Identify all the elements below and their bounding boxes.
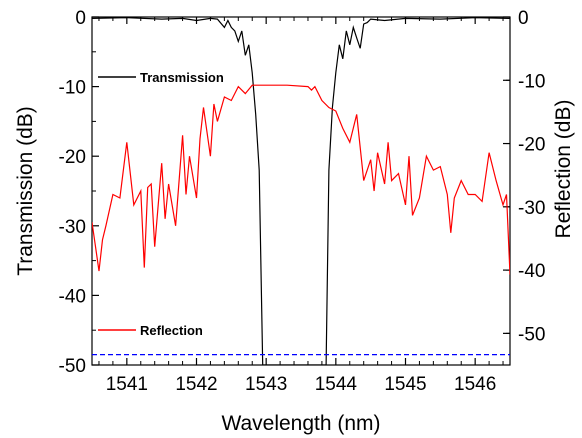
ticks-layer: 1541 1542 1543 1544 1545 1546 0 -10 -20 -30 -40 -50… (59, 8, 546, 395)
y-right-tick-label: -20 (518, 135, 545, 156)
y-right-tick-label: -50 (518, 324, 545, 345)
x-tick-label: 1541 (106, 374, 148, 395)
x-tick-label: 1546 (454, 374, 496, 395)
y-left-tick-label: -10 (59, 78, 86, 99)
legend-label-transmission: Transmission (140, 70, 224, 85)
y-axis-left-title: Transmission (dB) (14, 106, 37, 276)
y-left-tick-label: -40 (59, 286, 86, 307)
y-axis-right-title: Reflection (dB) (552, 100, 575, 239)
legend: Transmission Reflection (98, 70, 224, 338)
x-tick-label: 1543 (245, 374, 287, 395)
y-left-tick-label: -20 (59, 147, 86, 168)
y-left-tick-label: -50 (59, 356, 86, 377)
x-tick-label: 1545 (384, 374, 426, 395)
x-tick-label: 1544 (315, 374, 358, 395)
y-left-tick-label: 0 (75, 8, 86, 29)
legend-label-reflection: Reflection (140, 323, 203, 338)
y-left-tick-label: -30 (59, 217, 86, 238)
y-right-tick-label: -40 (518, 261, 545, 282)
x-axis-title: Wavelength (nm) (221, 412, 380, 435)
y-right-tick-label: 0 (518, 8, 529, 29)
series-reflection (92, 85, 510, 274)
x-tick-label: 1542 (175, 374, 217, 395)
y-right-tick-label: -30 (518, 198, 545, 219)
y-right-tick-label: -10 (518, 71, 545, 92)
